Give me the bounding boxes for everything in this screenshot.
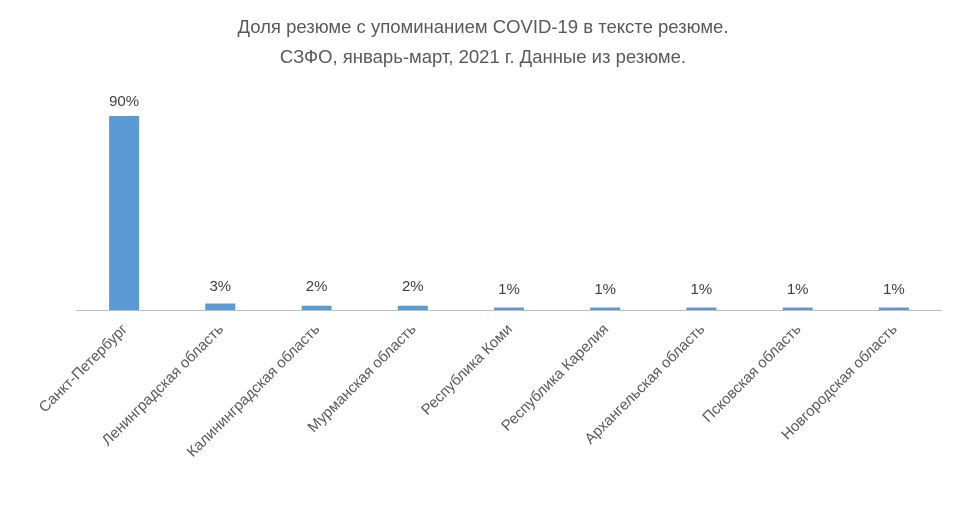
bar-6	[590, 307, 621, 310]
data-label-2: 3%	[209, 278, 231, 295]
bar-3	[301, 305, 332, 310]
bar-8	[782, 307, 813, 310]
chart-title-line-2: СЗФО, январь-март, 2021 г. Данные из рез…	[279, 46, 687, 67]
bar-9	[878, 307, 909, 310]
bar-1	[109, 116, 140, 310]
data-label-6: 1%	[594, 281, 616, 298]
bar-4	[397, 305, 428, 310]
bar-5	[494, 307, 524, 310]
data-label-3: 2%	[306, 278, 328, 295]
data-label-1: 90%	[109, 93, 139, 110]
category-label-8: Псковская область	[699, 321, 804, 426]
data-label-5: 1%	[498, 281, 520, 298]
category-label-5: Республика Коми	[418, 321, 516, 419]
data-label-8: 1%	[787, 281, 809, 298]
bar-7	[686, 307, 717, 310]
category-label-1: Санкт-Петербург	[36, 320, 132, 416]
chart-title-line-1: Доля резюме с упоминанием COVID-19 в тек…	[237, 16, 729, 37]
category-label-6: Республика Карелия	[498, 321, 612, 435]
data-label-9: 1%	[883, 281, 905, 298]
data-label-4: 2%	[402, 278, 424, 295]
category-label-4: Мурманская область	[304, 321, 419, 436]
data-label-7: 1%	[691, 281, 713, 298]
bar-2	[205, 303, 236, 310]
